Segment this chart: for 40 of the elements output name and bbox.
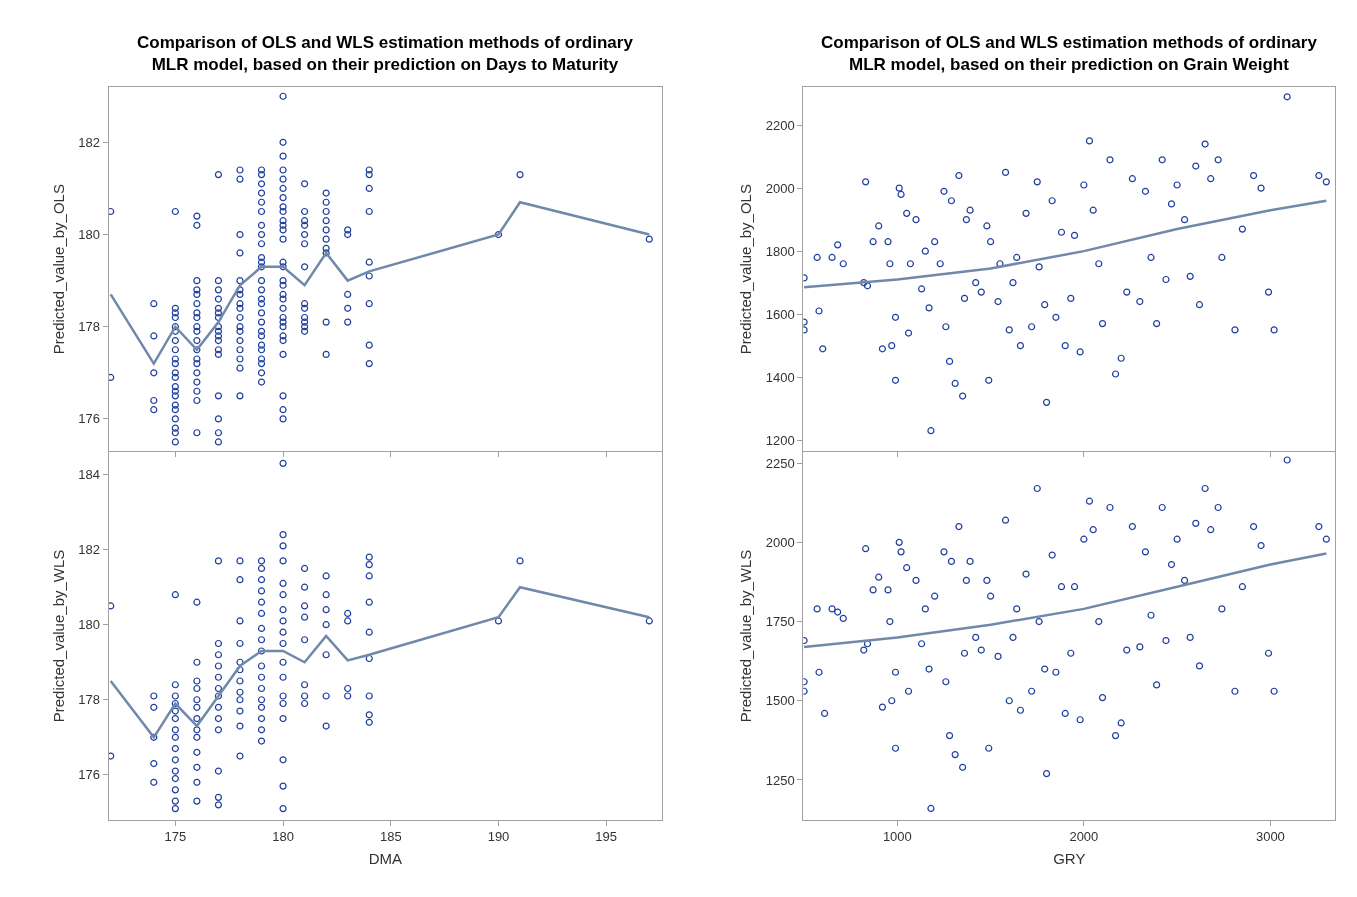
chart-title: Comparison of OLS and WLS estimation methods of ordinary MLR model, based on their prediction on Days to Maturity	[137, 33, 634, 75]
x-tick-label: 180	[272, 829, 294, 845]
y-axis-title: Predicted_value_by_OLS	[49, 184, 67, 355]
x-axis-title: DMA	[368, 850, 403, 868]
y-axis-title: Predicted_value_by_WLS	[49, 549, 67, 723]
y-tick-label: 1600	[765, 306, 795, 322]
y-tick-label: 2000	[765, 180, 795, 196]
y-tick-label: 1200	[765, 432, 795, 448]
y-tick-label: 184	[78, 467, 100, 483]
x-tick-label: 185	[379, 829, 402, 845]
y-tick-label: 2250	[765, 455, 795, 471]
y-tick-label: 1800	[765, 243, 795, 259]
y-tick-label: 180	[78, 617, 100, 633]
y-tick-label: 1750	[765, 614, 795, 630]
x-tick-label: 2000	[1069, 829, 1099, 845]
y-tick-label: 182	[78, 542, 100, 558]
x-tick-label: 195	[595, 829, 618, 845]
y-tick-label: 178	[78, 319, 100, 335]
y-tick-label: 1500	[765, 693, 795, 709]
line-series	[109, 201, 651, 365]
x-tick-label: 190	[487, 829, 510, 845]
y-tick-label: 2200	[765, 117, 795, 133]
y-tick-label: 1400	[765, 369, 795, 385]
y-axis-title: Predicted_value_by_OLS	[737, 184, 755, 355]
y-tick-label: 1250	[765, 772, 795, 788]
y-tick-label: 2000	[765, 534, 795, 550]
x-tick-label: 175	[164, 829, 187, 845]
y-axis-title: Predicted_value_by_WLS	[737, 549, 755, 723]
line-series	[803, 199, 1328, 289]
x-tick-label: 1000	[882, 829, 912, 845]
y-tick-label: 180	[78, 227, 100, 243]
y-tick-label: 176	[78, 767, 100, 783]
chart-title: Comparison of OLS and WLS estimation methods of ordinary MLR model, based on their prediction on Grain Weight	[821, 33, 1318, 75]
line-series	[109, 585, 651, 739]
x-tick-label: 3000	[1255, 829, 1285, 845]
x-axis-title: GRY	[1053, 850, 1086, 868]
y-tick-label: 178	[78, 692, 100, 708]
line-series	[803, 552, 1328, 649]
y-tick-label: 182	[78, 134, 100, 150]
y-tick-label: 176	[78, 411, 100, 427]
